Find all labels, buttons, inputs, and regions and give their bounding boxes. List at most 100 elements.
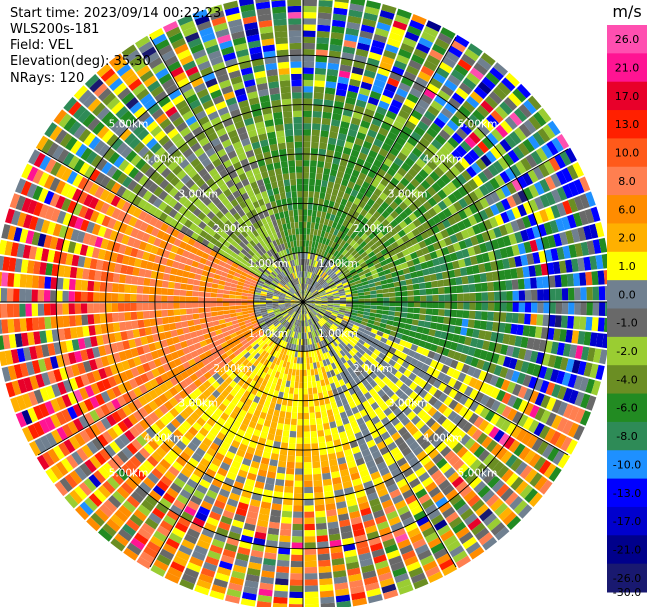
- gate-cell: [318, 278, 324, 284]
- gate-cell: [293, 499, 303, 506]
- gate-cell: [430, 155, 442, 166]
- gate-cell: [247, 296, 254, 300]
- gate-cell: [359, 30, 374, 40]
- gate-cell: [487, 282, 494, 292]
- gate-cell: [345, 96, 357, 106]
- gate-cell: [331, 241, 337, 249]
- gate-cell: [351, 271, 358, 277]
- gate-cell: [449, 165, 461, 177]
- gate-cell: [401, 291, 408, 297]
- gate-cell: [403, 141, 415, 152]
- gate-cell: [310, 369, 315, 376]
- gate-cell: [306, 234, 310, 241]
- gate-cell: [364, 175, 374, 185]
- gate-cell: [310, 424, 317, 432]
- gate-cell: [479, 320, 488, 330]
- gate-cell: [99, 303, 106, 313]
- gate-cell: [413, 289, 421, 296]
- gate-cell: [323, 251, 328, 258]
- gate-cell: [334, 258, 340, 266]
- gate-cell: [229, 294, 236, 299]
- gate-cell: [511, 279, 519, 290]
- gate-cell: [276, 472, 285, 480]
- gate-cell: [168, 281, 175, 289]
- gate-cell: [313, 247, 318, 255]
- gate-cell: [342, 46, 356, 55]
- gate-cell: [561, 288, 569, 301]
- gate-cell: [342, 242, 350, 249]
- gate-cell: [510, 268, 518, 279]
- gate-cell: [308, 246, 312, 254]
- gate-cell: [473, 187, 485, 200]
- gate-cell: [185, 302, 193, 309]
- gate-cell: [328, 50, 342, 59]
- gate-cell: [50, 290, 57, 302]
- gate-cell: [308, 259, 312, 266]
- gate-cell: [303, 332, 305, 340]
- gate-cell: [303, 79, 314, 87]
- gate-cell: [555, 288, 563, 301]
- gate-cell: [336, 270, 343, 277]
- gate-cell: [347, 84, 360, 94]
- gate-cell: [515, 160, 527, 175]
- gate-cell: [185, 308, 193, 315]
- gate-cell: [353, 183, 362, 192]
- gate-cell: [507, 149, 520, 163]
- gate-cell: [401, 296, 408, 302]
- gate-cell: [188, 325, 196, 333]
- gate-cell: [321, 281, 327, 287]
- gate-cell: [303, 5, 317, 13]
- gate-cell: [315, 283, 321, 289]
- gate-cell: [308, 240, 313, 248]
- gate-cell: [182, 327, 190, 334]
- gate-cell: [504, 269, 512, 280]
- gate-cell: [375, 197, 384, 206]
- gate-cell: [329, 283, 336, 288]
- gate-cell: [304, 566, 318, 574]
- gate-cell: [400, 76, 414, 87]
- gate-cell: [173, 289, 181, 296]
- gate-cell: [499, 138, 512, 153]
- gate-cell: [324, 286, 331, 291]
- gate-cell: [504, 323, 512, 334]
- gate-cell: [461, 318, 469, 328]
- gate-cell: [137, 319, 145, 329]
- gate-cell: [192, 285, 200, 292]
- gate-cell: [377, 243, 386, 252]
- gate-cell: [296, 443, 303, 451]
- gate-cell: [296, 357, 301, 364]
- gate-cell: [417, 120, 429, 132]
- gate-cell: [319, 584, 334, 592]
- gate-cell: [311, 375, 316, 382]
- gate-cell: [309, 172, 316, 180]
- gate-cell: [297, 406, 303, 414]
- gate-cell: [379, 10, 395, 20]
- gate-cell: [368, 207, 377, 216]
- gate-cell: [370, 298, 378, 302]
- gate-cell: [324, 259, 330, 266]
- gate-cell: [105, 292, 112, 302]
- gate-cell: [330, 248, 337, 256]
- gate-cell: [318, 559, 331, 567]
- gate-cell: [303, 357, 307, 364]
- gate-cell: [327, 232, 333, 240]
- gate-cell: [327, 62, 340, 71]
- gate-cell: [350, 189, 359, 198]
- gate-cell: [306, 228, 311, 235]
- gate-cell: [68, 303, 76, 315]
- gate-cell: [359, 240, 367, 248]
- gate-cell: [396, 238, 405, 246]
- gate-cell: [457, 302, 464, 310]
- gate-cell: [346, 299, 353, 302]
- gate-cell: [136, 285, 144, 294]
- gate-cell: [455, 144, 468, 157]
- gate-cell: [323, 218, 330, 226]
- gate-cell: [352, 242, 360, 250]
- gate-cell: [321, 410, 328, 418]
- gate-cell: [376, 289, 383, 294]
- gate-cell: [310, 272, 314, 279]
- gate-cell: [433, 166, 445, 178]
- gate-cell: [450, 293, 458, 302]
- gate-cell: [292, 517, 303, 525]
